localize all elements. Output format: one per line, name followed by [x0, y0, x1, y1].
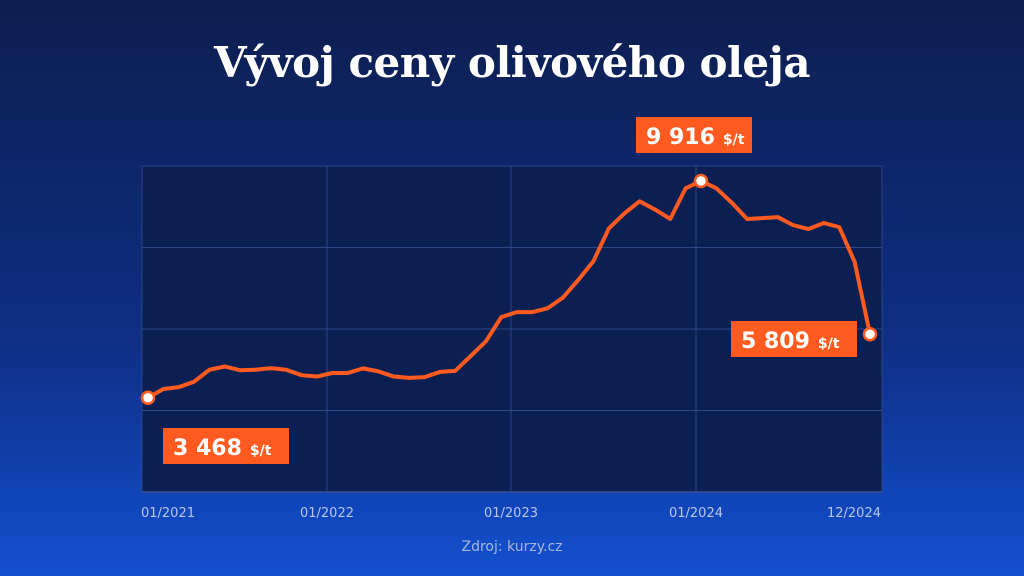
annotation-box	[636, 117, 752, 153]
x-tick-label-4: 12/2024	[827, 506, 881, 521]
chart-title: Vývoj ceny olivového oleja	[213, 38, 811, 87]
data-point-marker	[140, 390, 156, 406]
x-tick-label-1: 01/2022	[300, 506, 354, 521]
annotation-max: 9 916 $/t	[636, 117, 752, 189]
data-point-marker	[693, 173, 709, 189]
annotation-unit: $/t	[723, 132, 745, 148]
series-layer	[146, 178, 872, 400]
annotation-unit: $/t	[818, 336, 840, 352]
annotation-value: 5 809	[741, 329, 810, 354]
annotation-box	[731, 321, 857, 357]
annotation-label: 9 916 $/t	[646, 125, 745, 150]
series-line	[146, 178, 872, 400]
grid-lines	[141, 165, 883, 493]
annotation-label: 3 468 $/t	[173, 436, 272, 461]
annotation-value: 9 916	[646, 125, 715, 150]
x-tick-label-3: 01/2024	[669, 506, 723, 521]
annotation-last: 5 809 $/t	[731, 321, 878, 357]
x-axis-tick-labels: 01/2021 01/2022 01/2023 01/2024 12/2024	[141, 506, 881, 521]
annotation-value: 3 468	[173, 436, 242, 461]
x-tick-label-0: 01/2021	[141, 506, 195, 521]
annotations-layer: 3 468 $/t 9 916 $/t 5 809 $/t	[140, 117, 878, 464]
annotation-label: 5 809 $/t	[741, 329, 840, 354]
data-point-marker	[862, 326, 878, 342]
annotation-first: 3 468 $/t	[140, 390, 289, 464]
annotation-unit: $/t	[250, 443, 272, 459]
x-tick-label-2: 01/2023	[484, 506, 538, 521]
source-note: Zdroj: kurzy.cz	[461, 539, 563, 555]
annotation-box	[163, 428, 289, 464]
